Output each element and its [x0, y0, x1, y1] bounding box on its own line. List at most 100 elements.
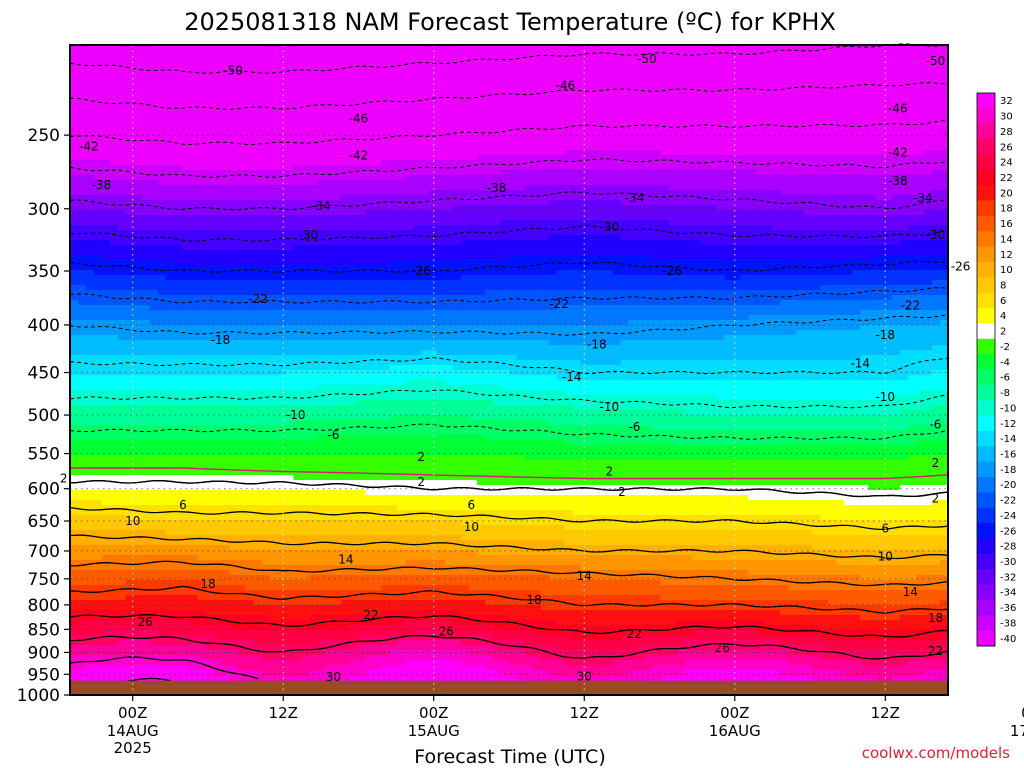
field-cell — [349, 280, 358, 286]
field-cell — [365, 75, 374, 81]
field-cell — [197, 200, 207, 206]
field-cell — [221, 340, 231, 346]
field-cell — [213, 250, 223, 256]
field-cell — [205, 315, 215, 321]
field-cell — [189, 675, 199, 681]
field-cell — [309, 585, 319, 591]
field-cell — [341, 430, 350, 436]
field-cell — [245, 520, 255, 526]
field-cell — [93, 445, 103, 451]
field-cell — [165, 545, 175, 551]
field-cell — [293, 190, 303, 196]
field-cell — [229, 450, 239, 456]
field-cell — [357, 150, 366, 156]
field-cell — [373, 130, 382, 136]
field-cell — [70, 340, 79, 346]
field-cell — [93, 155, 103, 161]
field-cell — [181, 345, 191, 351]
field-cell — [293, 260, 303, 266]
field-cell — [165, 470, 175, 476]
field-cell — [325, 345, 334, 351]
field-cell — [70, 45, 79, 51]
field-cell — [173, 550, 183, 556]
field-cell — [229, 320, 239, 326]
field-cell — [173, 665, 183, 671]
field-cell — [349, 635, 358, 641]
field-cell — [237, 185, 247, 191]
field-cell — [101, 595, 111, 601]
field-cell — [277, 660, 287, 666]
field-cell — [253, 605, 263, 611]
field-cell — [229, 240, 239, 246]
field-cell — [125, 145, 135, 151]
field-cell — [365, 445, 374, 451]
field-cell — [197, 265, 207, 271]
field-cell — [197, 645, 207, 651]
field-cell — [149, 290, 159, 296]
field-cell — [285, 315, 295, 321]
field-cell — [165, 590, 175, 596]
field-cell — [269, 580, 279, 586]
field-cell — [189, 620, 199, 626]
field-cell — [293, 135, 303, 141]
field-cell — [205, 305, 215, 311]
field-cell — [117, 45, 127, 51]
field-cell — [245, 210, 255, 216]
field-cell — [349, 500, 358, 506]
field-cell — [189, 665, 199, 671]
field-cell — [357, 375, 366, 381]
field-cell — [373, 85, 382, 91]
field-cell — [213, 265, 223, 271]
field-cell — [173, 435, 183, 441]
field-cell — [70, 230, 79, 236]
field-cell — [349, 430, 358, 436]
field-cell — [261, 415, 271, 421]
field-cell — [93, 665, 103, 671]
field-cell — [317, 155, 327, 161]
field-cell — [317, 440, 327, 446]
field-cell — [245, 550, 255, 556]
field-cell — [229, 545, 239, 551]
field-cell — [157, 355, 167, 361]
field-cell — [149, 100, 159, 106]
field-cell — [157, 260, 167, 266]
field-cell — [317, 235, 327, 241]
field-cell — [277, 555, 287, 561]
field-cell — [277, 520, 287, 526]
field-cell — [309, 65, 319, 71]
field-cell — [149, 70, 159, 76]
field-cell — [93, 95, 103, 101]
field-cell — [205, 665, 215, 671]
field-cell — [301, 65, 311, 71]
field-cell — [77, 480, 87, 486]
field-cell — [253, 60, 263, 66]
field-cell — [213, 65, 223, 71]
field-cell — [237, 95, 247, 101]
field-cell — [261, 125, 271, 131]
field-cell — [325, 180, 334, 186]
field-cell — [213, 125, 223, 131]
field-cell — [269, 125, 279, 131]
field-cell — [101, 510, 111, 516]
field-cell — [181, 165, 191, 171]
field-cell — [93, 355, 103, 361]
field-cell — [301, 665, 311, 671]
field-cell — [229, 195, 239, 201]
field-cell — [285, 375, 295, 381]
field-cell — [293, 60, 303, 66]
field-cell — [101, 360, 111, 366]
field-cell — [197, 535, 207, 541]
field-cell — [101, 50, 111, 56]
field-cell — [221, 470, 231, 476]
field-cell — [141, 665, 151, 671]
field-cell — [261, 360, 271, 366]
field-cell — [365, 310, 374, 316]
field-cell — [133, 640, 143, 646]
field-cell — [125, 175, 135, 181]
field-cell — [221, 285, 231, 291]
field-cell — [149, 245, 159, 251]
field-cell — [341, 410, 350, 416]
field-cell — [221, 115, 231, 121]
field-cell — [70, 425, 79, 431]
field-cell — [181, 525, 191, 531]
